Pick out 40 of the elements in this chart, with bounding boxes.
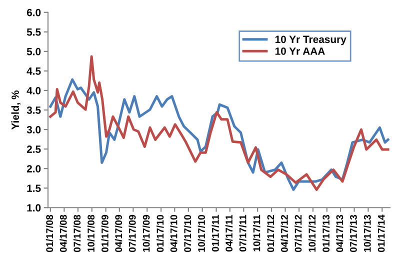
x-tick-label: 07/17/08 — [73, 214, 81, 252]
x-tick-label: 10/17/10 — [198, 214, 206, 252]
x-tick-label: 04/17/13 — [336, 214, 344, 252]
y-tick-label: 6.0 — [26, 8, 41, 16]
x-tick-label: 07/17/12 — [294, 214, 302, 252]
x-tick-label: 07/17/11 — [239, 214, 246, 252]
x-tick-label: 10/17/09 — [142, 214, 150, 252]
y-axis-title: Yield, % — [11, 90, 20, 130]
x-tick-label: 01/17/11 — [212, 214, 219, 252]
x-tick-label: 04/17/10 — [170, 214, 178, 252]
x-tick-label: 04/17/08 — [60, 214, 67, 252]
x-tick-label: 10/17/13 — [364, 214, 371, 252]
x-tick-label: 01/17/14 — [378, 214, 385, 252]
legend-label: 10 Yr Treasury — [275, 36, 346, 46]
y-tick-label: 5.0 — [26, 48, 41, 56]
x-tick-label: 10/17/08 — [87, 214, 95, 252]
x-tick-label: 10/17/12 — [308, 214, 316, 252]
x-tick-label: 07/17/13 — [350, 214, 357, 252]
y-tick-label: 4.5 — [26, 68, 41, 75]
x-tick-label: 01/17/13 — [322, 214, 330, 252]
y-tick-label: 1.0 — [27, 204, 41, 212]
y-tick-label: 2.5 — [26, 146, 41, 153]
y-tick-label: 3.0 — [26, 126, 41, 134]
x-tick-label: 10/17/11 — [253, 214, 260, 252]
y-tick-label: 1.5 — [27, 184, 41, 192]
x-tick-label: 04/17/09 — [114, 214, 122, 252]
x-tick-label: 01/17/09 — [101, 214, 109, 252]
x-tick-label: 04/17/12 — [280, 214, 288, 252]
x-tick-label: 01/17/12 — [266, 214, 274, 252]
x-tick-label: 01/17/10 — [156, 214, 164, 252]
y-tick-label: 2.0 — [26, 165, 41, 172]
x-tick-label: 07/17/10 — [184, 214, 192, 252]
y-tick-label: 5.5 — [26, 28, 41, 36]
line-series — [49, 55, 390, 191]
y-tick-label: 4.0 — [26, 86, 41, 94]
x-tick-label: 04/17/11 — [225, 214, 233, 252]
x-tick-label: 07/17/09 — [128, 214, 136, 252]
y-tick-label: 3.5 — [26, 106, 41, 114]
x-tick-label: 01/17/08 — [46, 214, 54, 252]
legend-label: 10 Yr AAA — [275, 47, 325, 55]
